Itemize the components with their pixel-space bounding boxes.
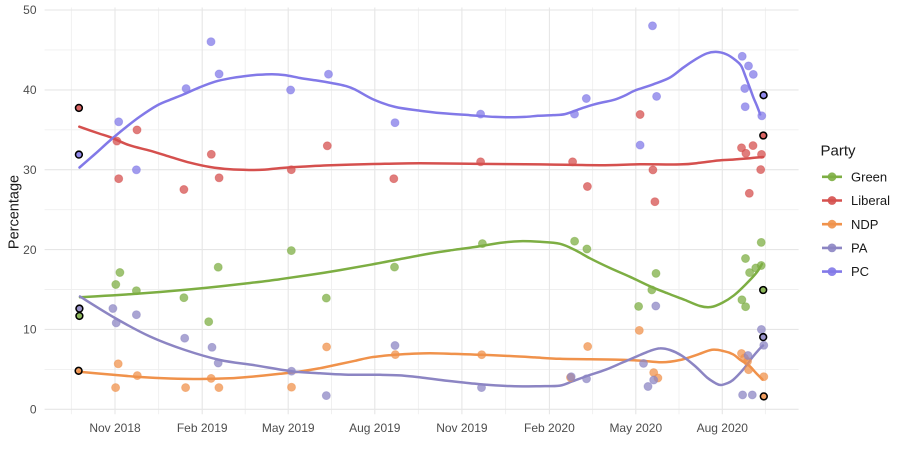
svg-text:50: 50	[23, 3, 37, 17]
svg-text:Feb 2020: Feb 2020	[524, 421, 575, 435]
svg-text:Party: Party	[821, 143, 857, 160]
svg-text:0: 0	[30, 403, 37, 417]
svg-text:Aug 2020: Aug 2020	[697, 421, 749, 435]
svg-text:Feb 2019: Feb 2019	[177, 421, 228, 435]
svg-text:20: 20	[23, 243, 37, 257]
svg-text:Nov 2019: Nov 2019	[436, 421, 488, 435]
svg-text:May 2020: May 2020	[609, 421, 662, 435]
svg-text:May 2019: May 2019	[262, 421, 315, 435]
svg-text:Aug 2019: Aug 2019	[349, 421, 401, 435]
svg-text:Green: Green	[851, 169, 887, 184]
svg-text:NDP: NDP	[851, 217, 878, 232]
svg-text:10: 10	[23, 323, 37, 337]
svg-text:Nov 2018: Nov 2018	[89, 421, 141, 435]
svg-text:PC: PC	[851, 264, 869, 279]
svg-text:30: 30	[23, 163, 37, 177]
svg-text:Liberal: Liberal	[851, 193, 890, 208]
svg-text:Percentage: Percentage	[7, 175, 23, 249]
svg-text:PA: PA	[851, 241, 868, 256]
svg-text:40: 40	[23, 83, 37, 97]
